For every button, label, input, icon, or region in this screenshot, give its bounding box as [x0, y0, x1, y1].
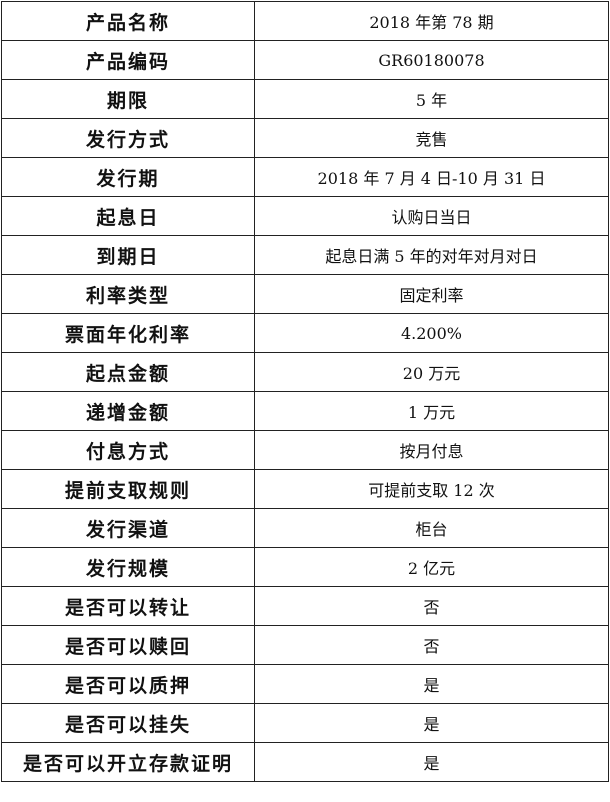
- row-label: 是否可以开立存款证明: [1, 742, 255, 782]
- row-label: 付息方式: [1, 430, 255, 470]
- row-label: 期限: [1, 79, 255, 119]
- table-row: 发行渠道 柜台: [1, 508, 609, 548]
- row-label: 是否可以赎回: [1, 625, 255, 665]
- table-row: 产品名称 2018 年第 78 期: [1, 1, 609, 41]
- row-value: 20 万元: [254, 352, 609, 392]
- row-value: 4.200%: [254, 313, 609, 353]
- row-value: 否: [254, 586, 609, 626]
- table-row: 是否可以挂失是: [1, 703, 609, 743]
- table-row: 起点金额 20 万元: [1, 352, 609, 392]
- row-value: 按月付息: [254, 430, 609, 470]
- row-value: 认购日当日: [254, 196, 609, 236]
- row-label: 产品编码: [1, 40, 255, 80]
- row-value: 否: [254, 625, 609, 665]
- row-value: 柜台: [254, 508, 609, 548]
- row-label: 产品名称: [1, 1, 255, 41]
- table-row: 是否可以赎回否: [1, 625, 609, 665]
- table-row: 发行方式 竞售: [1, 118, 609, 158]
- row-label: 起息日: [1, 196, 255, 236]
- table-row: 期限 5 年: [1, 79, 609, 119]
- table-row: 利率类型 固定利率: [1, 274, 609, 314]
- row-value: 起息日满 5 年的对年对月对日: [254, 235, 609, 275]
- row-value: 可提前支取 12 次: [254, 469, 609, 509]
- table-row: 产品编码 GR60180078: [1, 40, 609, 80]
- row-label: 是否可以质押: [1, 664, 255, 704]
- row-label: 提前支取规则: [1, 469, 255, 509]
- row-label: 起点金额: [1, 352, 255, 392]
- row-label: 发行方式: [1, 118, 255, 158]
- row-value: 2018 年 7 月 4 日-10 月 31 日: [254, 157, 609, 197]
- row-value: 2018 年第 78 期: [254, 1, 609, 41]
- row-label: 到期日: [1, 235, 255, 275]
- table-row: 是否可以开立存款证明是: [1, 742, 609, 782]
- row-label: 利率类型: [1, 274, 255, 314]
- table-row: 递增金额 1 万元: [1, 391, 609, 431]
- table-row: 提前支取规则 可提前支取 12 次: [1, 469, 609, 509]
- product-info-table: 产品名称 2018 年第 78 期产品编码 GR60180078 期限 5 年发行方式竞…: [1, 1, 609, 782]
- row-value: GR60180078: [254, 40, 609, 80]
- row-value: 竞售: [254, 118, 609, 158]
- row-value: 2 亿元: [254, 547, 609, 587]
- table-row: 起息日 认购日当日: [1, 196, 609, 236]
- row-value: 是: [254, 664, 609, 704]
- row-value: 固定利率: [254, 274, 609, 314]
- table-row: 付息方式 按月付息: [1, 430, 609, 470]
- row-label: 递增金额: [1, 391, 255, 431]
- table-row: 票面年化利率 4.200%: [1, 313, 609, 353]
- row-label: 发行渠道: [1, 508, 255, 548]
- table-row: 是否可以质押是: [1, 664, 609, 704]
- row-value: 是: [254, 703, 609, 743]
- table-row: 到期日 起息日满 5 年的对年对月对日: [1, 235, 609, 275]
- row-label: 发行期: [1, 157, 255, 197]
- table-row: 是否可以转让否: [1, 586, 609, 626]
- row-label: 是否可以转让: [1, 586, 255, 626]
- row-value: 5 年: [254, 79, 609, 119]
- row-label: 票面年化利率: [1, 313, 255, 353]
- table-row: 发行规模 2 亿元: [1, 547, 609, 587]
- row-value: 1 万元: [254, 391, 609, 431]
- table-body: 产品名称 2018 年第 78 期产品编码 GR60180078 期限 5 年发行方式竞…: [1, 1, 609, 782]
- row-value: 是: [254, 742, 609, 782]
- table-row: 发行期 2018 年 7 月 4 日-10 月 31 日: [1, 157, 609, 197]
- row-label: 发行规模: [1, 547, 255, 587]
- row-label: 是否可以挂失: [1, 703, 255, 743]
